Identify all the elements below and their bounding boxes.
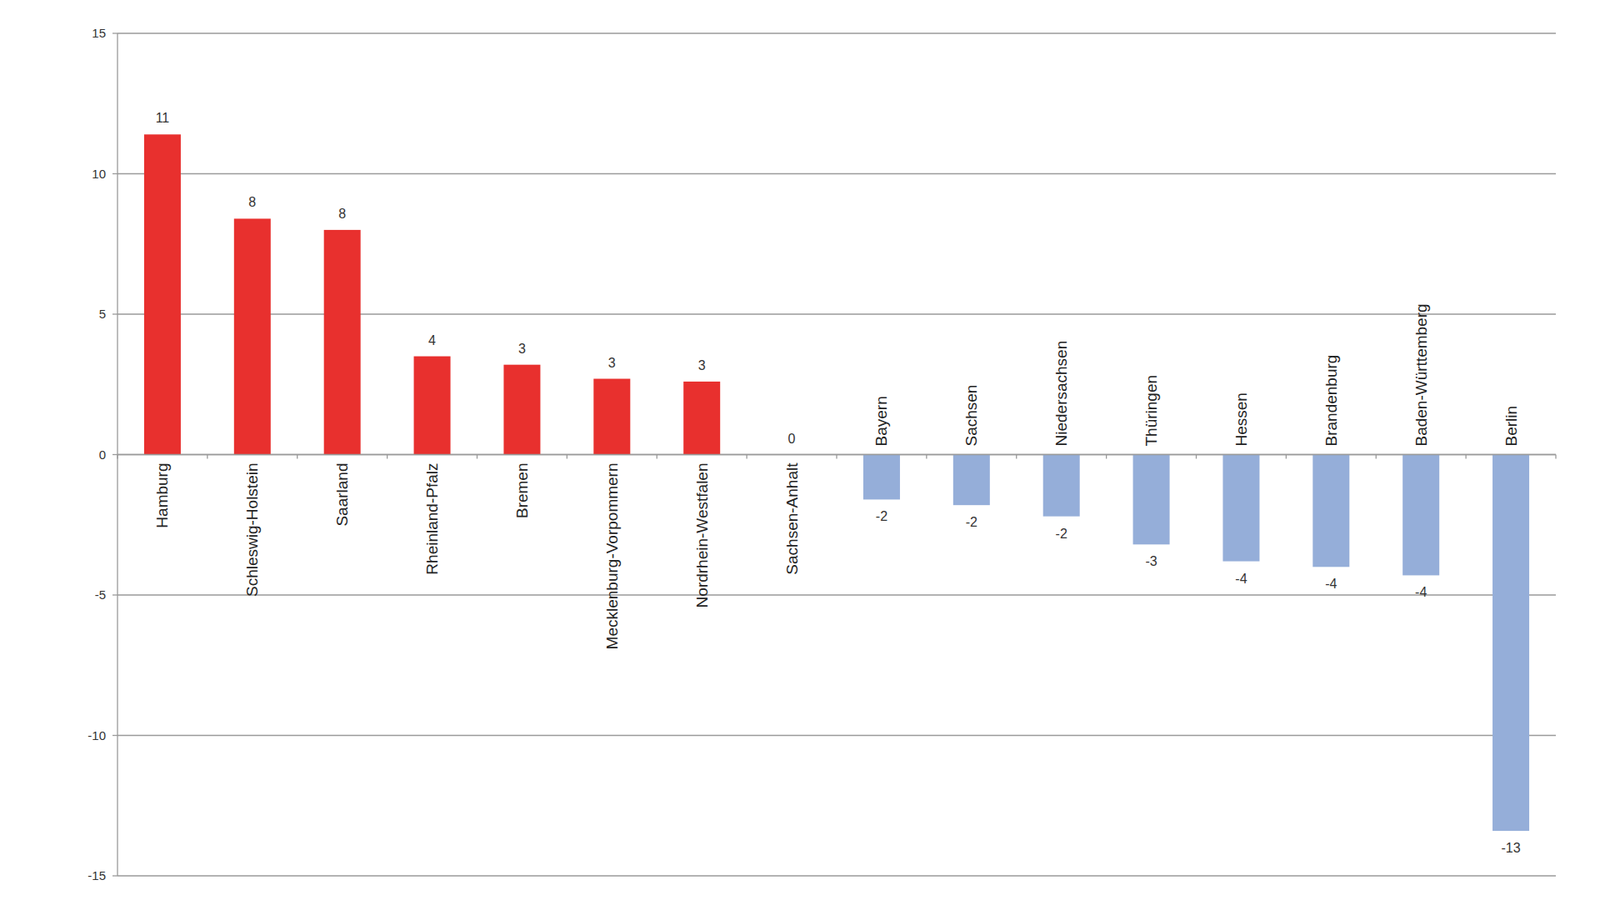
- x-tick: [1195, 455, 1197, 460]
- category-label: Niedersachsen: [1052, 340, 1070, 447]
- x-tick: [1375, 455, 1377, 460]
- bar: [593, 379, 630, 455]
- bar: [234, 218, 271, 455]
- y-tick-label: 5: [99, 306, 106, 321]
- grid: [112, 33, 1556, 876]
- grid-line: [117, 594, 1556, 595]
- x-tick: [1015, 455, 1017, 460]
- bar: [1222, 455, 1260, 562]
- bar: [1133, 455, 1170, 545]
- category-label: Nordrhein-Westfalen: [693, 463, 711, 609]
- data-label: -3: [1145, 554, 1157, 569]
- category-label: Hamburg: [153, 463, 171, 529]
- data-label: -4: [1235, 571, 1247, 586]
- bar: [1043, 455, 1080, 517]
- category-label: Saarland: [333, 463, 351, 527]
- category-label: Schleswig-Holstein: [243, 463, 261, 598]
- data-label: -13: [1501, 840, 1521, 855]
- y-tick-label: 15: [91, 25, 106, 40]
- bar: [1492, 455, 1530, 832]
- x-tick: [206, 455, 208, 460]
- bar: [503, 365, 540, 455]
- y-tick-label: -15: [87, 868, 106, 883]
- grid-line: [117, 875, 1556, 876]
- category-label: Brandenburg: [1322, 355, 1340, 447]
- y-tick: [112, 875, 118, 876]
- category-label: Mecklenburg-Vorpommern: [603, 463, 621, 650]
- bar: [324, 230, 361, 455]
- bar: [953, 455, 990, 506]
- category-label: Rheinland-Pfalz: [423, 463, 441, 575]
- bar: [863, 455, 900, 500]
- y-tick: [112, 313, 118, 315]
- data-label: -4: [1415, 585, 1427, 600]
- bar: [683, 381, 720, 455]
- y-tick: [112, 32, 118, 34]
- grid-line: [117, 32, 1556, 34]
- category-label: Hessen: [1232, 392, 1250, 446]
- x-tick: [835, 455, 837, 460]
- category-label: Bremen: [513, 463, 531, 520]
- x-tick: [386, 455, 388, 460]
- data-label: 11: [155, 110, 170, 125]
- y-tick-label: 10: [91, 166, 106, 181]
- data-label: 3: [698, 358, 706, 373]
- bar: [1402, 455, 1440, 576]
- x-tick: [1465, 455, 1466, 460]
- x-tick: [1105, 455, 1107, 460]
- chart: -15 -10 -5 0 5 10 15 Hamburg 11 Schleswig-Holstei…: [0, 0, 1600, 900]
- data-label: -2: [1055, 526, 1068, 541]
- data-label: -4: [1325, 576, 1337, 591]
- y-tick: [112, 454, 118, 455]
- bars: [144, 134, 1530, 831]
- data-label: 8: [338, 206, 346, 221]
- grid-line: [117, 173, 1556, 175]
- x-tick: [116, 455, 118, 460]
- y-tick-label: 0: [99, 447, 106, 462]
- y-tick-label: -5: [95, 587, 106, 602]
- bar: [414, 356, 451, 455]
- category-label: Sachsen: [962, 385, 980, 447]
- category-label: Sachsen-Anhalt: [783, 462, 801, 575]
- category-label: Bayern: [872, 395, 890, 446]
- data-label: 3: [518, 341, 526, 356]
- x-tick: [296, 455, 298, 460]
- x-tick: [476, 455, 478, 460]
- bar: [144, 134, 181, 455]
- data-label: 0: [788, 431, 796, 446]
- x-tick: [925, 455, 927, 460]
- data-label: 4: [428, 333, 436, 348]
- grid-line: [117, 735, 1556, 736]
- x-tick: [745, 455, 747, 460]
- y-axis: [116, 33, 118, 876]
- x-tick: [656, 455, 658, 460]
- category-label: Berlin: [1502, 405, 1520, 447]
- category-label: Thüringen: [1142, 375, 1160, 447]
- y-tick: [112, 173, 118, 175]
- category-label: Baden-Württemberg: [1412, 303, 1430, 446]
- data-label: -2: [875, 509, 888, 524]
- x-tick: [1555, 455, 1556, 460]
- data-label: 8: [248, 195, 256, 210]
- y-tick: [112, 594, 118, 595]
- data-label: -2: [965, 515, 978, 530]
- bar: [1312, 455, 1350, 568]
- x-tick: [1285, 455, 1287, 460]
- y-tick: [112, 735, 118, 736]
- x-tick: [566, 455, 568, 460]
- data-label: 3: [608, 355, 616, 370]
- y-tick-label: -10: [87, 728, 106, 743]
